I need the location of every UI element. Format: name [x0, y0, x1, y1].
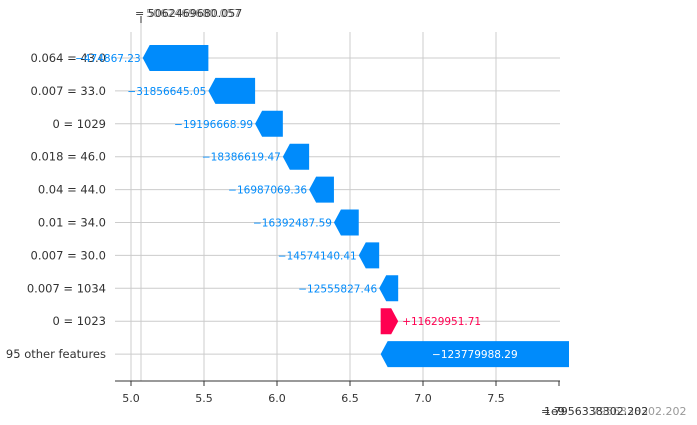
x-axis: 1e9 5.0 5.5 6.0 6.5 7.0 7.5: [115, 380, 565, 418]
positive-contribution-bar: [380, 308, 399, 335]
x-tick-label: 7.5: [487, 392, 505, 405]
top-expected-value: = 5062469680.057: [135, 7, 242, 20]
contribution-value-label: −14574140.41: [278, 250, 357, 262]
negative-contribution-bar: [208, 77, 256, 104]
contribution-value-label: −474867.23: [75, 53, 141, 65]
feature-label: 0 = 1029: [52, 117, 106, 131]
negative-contribution-bar: [142, 45, 209, 71]
contribution-value-label: −16392487.59: [253, 218, 332, 230]
negative-contribution-bar: [255, 110, 283, 137]
bottom-expected-value-faded: 7956338302.202: [592, 405, 686, 418]
contribution-value-label: −123779988.29: [432, 349, 518, 361]
negative-contribution-bar: [358, 242, 380, 269]
feature-label: 95 other features: [6, 347, 106, 361]
contribution-value-label: −16987069.36: [228, 185, 307, 197]
x-tick-label: 5.0: [122, 392, 140, 405]
x-tick-label: 7.0: [414, 392, 432, 405]
contribution-value-label: −31856645.05: [127, 86, 206, 98]
negative-contribution-bar: [333, 209, 359, 236]
contribution-value-label: +11629951.71: [402, 316, 481, 328]
feature-label: 0.007 = 30.0: [31, 248, 106, 262]
feature-label: 0.018 = 46.0: [31, 150, 106, 164]
negative-contribution-bar: [379, 275, 399, 302]
x-tick-label: 6.0: [268, 392, 286, 405]
feature-label: 0.007 = 33.0: [31, 84, 106, 98]
x-tick-label: 5.5: [195, 392, 213, 405]
feature-label: 0.04 = 44.0: [38, 183, 106, 197]
labels-layer: 0.064 = 43.0−474867.23 0.007 = 33.0 −31856…: [6, 51, 518, 361]
axis-offset-label: 1e9: [544, 405, 565, 418]
contribution-value-label: −12555827.46: [298, 283, 377, 295]
x-tick-label: 6.5: [341, 392, 359, 405]
feature-label: 0.01 = 34.0: [38, 216, 106, 230]
contribution-value-label: −18386619.47: [202, 152, 281, 164]
negative-contribution-bar: [282, 143, 310, 170]
contribution-value-label: −19196668.99: [174, 119, 253, 131]
feature-label: 0 = 1023: [52, 314, 106, 328]
bottom-expected-value: = 7956338302.202: [541, 405, 648, 418]
feature-label: 0.064 = 43.0: [31, 51, 106, 65]
grid-layer: [115, 23, 560, 381]
negative-contribution-bar: [309, 176, 334, 203]
expected-value-annotations: 5062469680.057 = 5062469680.057 79563383…: [135, 7, 686, 418]
bars-layer: [142, 45, 569, 368]
negative-contribution-bar: [380, 341, 569, 368]
top-expected-value-faded: 5062469680.057: [146, 7, 240, 20]
feature-label: 0.007 = 1034: [27, 281, 106, 295]
